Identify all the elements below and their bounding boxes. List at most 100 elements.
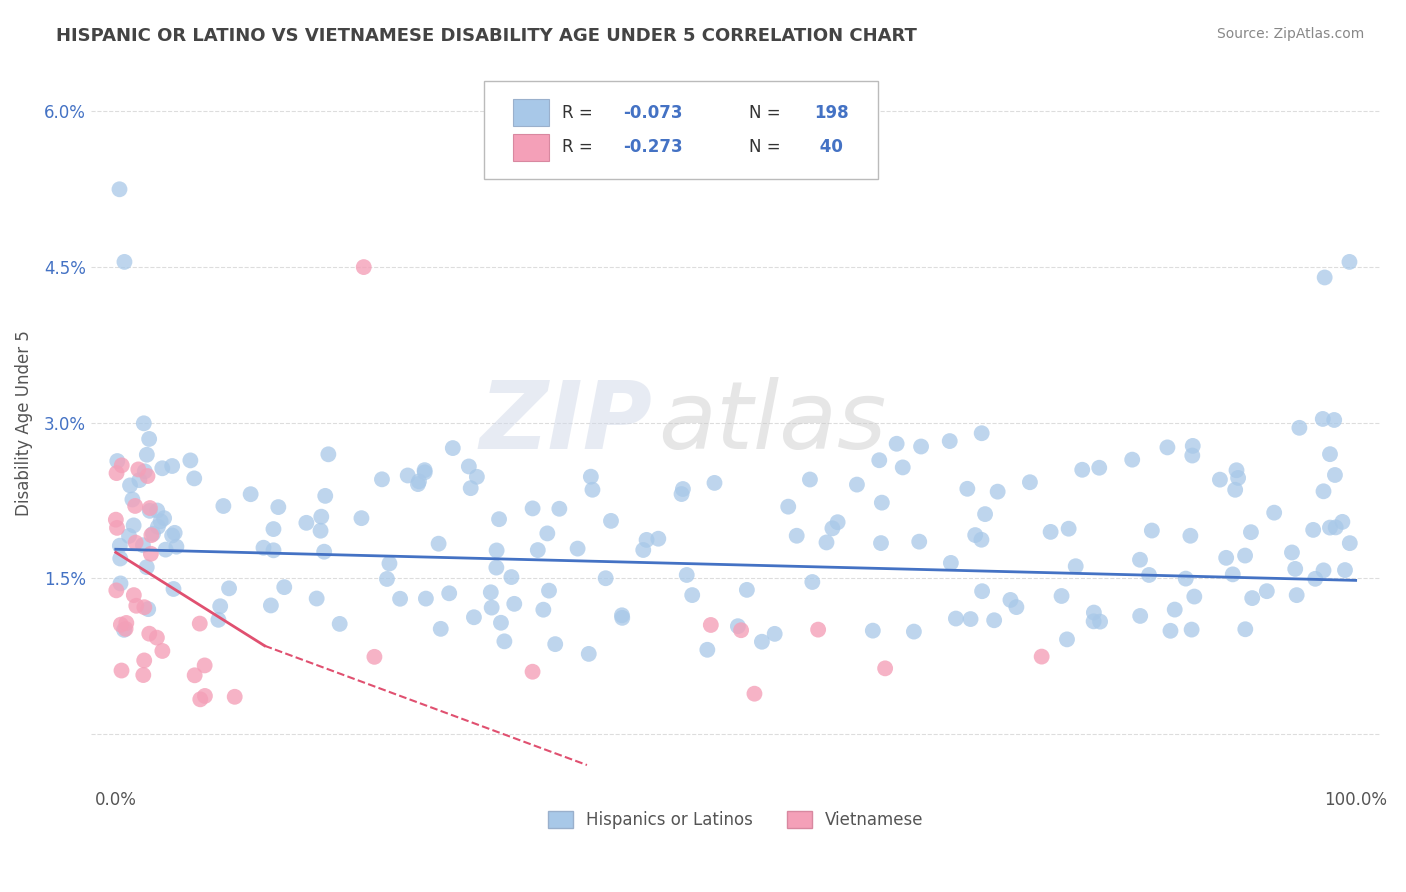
Point (870, 496, 893, 510)
Text: N =: N = (748, 103, 786, 121)
Point (105, 583, 128, 598)
Point (807, 623, 830, 637)
Point (503, 597, 526, 611)
Point (801, 574, 824, 589)
Point (522, 665, 544, 679)
Point (1225, 483, 1247, 497)
Point (1129, 553, 1152, 567)
Point (1312, 412, 1334, 426)
Point (134, 653, 156, 667)
Point (700, 618, 723, 632)
Point (1241, 591, 1264, 606)
Point (118, 478, 141, 492)
Text: Source: ZipAtlas.com: Source: ZipAtlas.com (1216, 27, 1364, 41)
Point (735, 582, 758, 597)
Point (567, 541, 589, 556)
Text: 40: 40 (814, 138, 844, 156)
Point (212, 499, 235, 513)
Point (1313, 270, 1336, 285)
Point (110, 617, 132, 632)
Point (891, 460, 914, 475)
Point (1064, 559, 1087, 574)
Point (110, 664, 132, 678)
Point (115, 615, 138, 630)
Point (612, 611, 634, 625)
Point (457, 459, 479, 474)
Point (267, 500, 290, 514)
Point (413, 466, 436, 480)
Point (671, 487, 693, 501)
Point (1071, 463, 1094, 477)
Point (730, 624, 752, 638)
Point (314, 489, 336, 503)
Point (1319, 447, 1341, 461)
Point (959, 612, 981, 626)
Point (105, 454, 128, 468)
Point (105, 466, 128, 480)
Point (908, 534, 931, 549)
Point (485, 560, 508, 574)
Point (1181, 439, 1204, 453)
Point (413, 463, 436, 477)
Point (1137, 568, 1160, 582)
Text: ZIP: ZIP (479, 376, 652, 468)
Point (142, 526, 165, 541)
Point (1288, 421, 1310, 435)
Point (522, 501, 544, 516)
Point (595, 571, 617, 585)
Point (1182, 590, 1205, 604)
Point (396, 468, 419, 483)
Point (295, 516, 318, 530)
Point (463, 610, 485, 624)
Point (485, 543, 508, 558)
Point (363, 649, 385, 664)
Point (1159, 624, 1181, 638)
Point (104, 513, 127, 527)
Point (1056, 632, 1078, 647)
Point (1031, 649, 1053, 664)
Point (886, 436, 908, 450)
Point (108, 182, 131, 196)
Point (1256, 584, 1278, 599)
Point (1284, 562, 1306, 576)
Point (875, 661, 897, 675)
Point (139, 504, 162, 518)
Point (696, 642, 718, 657)
Point (544, 637, 567, 651)
Point (329, 616, 352, 631)
Point (1005, 600, 1028, 615)
Point (578, 647, 600, 661)
Point (353, 260, 375, 274)
Point (1323, 413, 1346, 427)
Text: N =: N = (748, 138, 786, 156)
Point (1019, 475, 1042, 490)
Point (1240, 525, 1263, 540)
Point (263, 543, 285, 558)
Point (118, 529, 141, 543)
Point (1083, 615, 1105, 629)
Point (647, 532, 669, 546)
Point (183, 668, 205, 682)
Text: 198: 198 (814, 103, 849, 121)
Point (305, 591, 328, 606)
Point (262, 522, 284, 536)
Point (135, 560, 157, 574)
Point (105, 521, 128, 535)
Point (494, 634, 516, 648)
Point (437, 586, 460, 600)
Point (1181, 449, 1204, 463)
Point (845, 477, 868, 491)
Point (939, 556, 962, 570)
Point (122, 518, 145, 533)
Point (581, 483, 603, 497)
Point (252, 541, 274, 555)
Point (146, 503, 169, 517)
Point (786, 529, 808, 543)
Point (827, 515, 849, 529)
Point (132, 417, 155, 431)
Point (460, 481, 482, 495)
Point (194, 689, 217, 703)
Point (429, 622, 451, 636)
Point (138, 626, 160, 640)
Point (146, 631, 169, 645)
